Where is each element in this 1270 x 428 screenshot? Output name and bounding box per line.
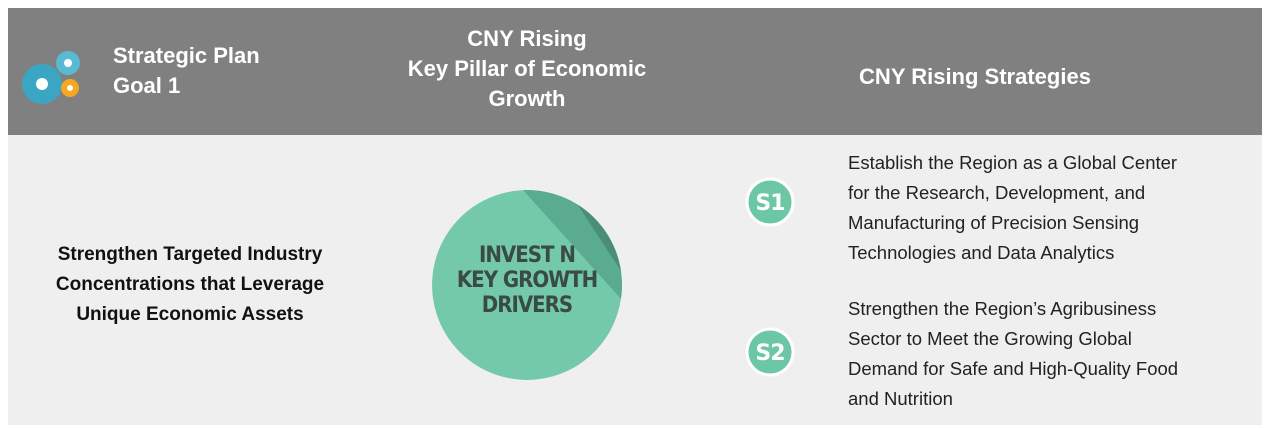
strategy-text: Demand for Safe and High-Quality Food xyxy=(848,358,1178,379)
pillar-text: INVEST N xyxy=(479,243,575,268)
strategy-text: Establish the Region as a Global Center xyxy=(848,152,1177,173)
strategy-text: and Nutrition xyxy=(848,388,953,409)
strategy-text: Strengthen the Region’s Agribusiness xyxy=(848,298,1156,319)
goal-label: Strategic Plan xyxy=(113,43,260,68)
pillar-label: Growth xyxy=(489,86,566,111)
pillar-label: CNY Rising xyxy=(467,26,586,51)
badge-label: S1 xyxy=(755,191,784,216)
badge-label: S2 xyxy=(755,341,784,366)
gear-icon xyxy=(22,51,80,104)
goal-text: Concentrations that Leverage xyxy=(56,274,324,295)
strategy-text: for the Research, Development, and xyxy=(848,182,1145,203)
goal-text: Strengthen Targeted Industry xyxy=(58,244,323,265)
badge xyxy=(745,177,795,227)
badge xyxy=(745,327,795,377)
pillar-text: DRIVERS xyxy=(482,293,572,318)
strategy-text: Sector to Meet the Growing Global xyxy=(848,328,1132,349)
strategy-text: Manufacturing of Precision Sensing xyxy=(848,212,1139,233)
pillar-text: KEY GROWTH xyxy=(457,268,597,293)
strategy-text: Technologies and Data Analytics xyxy=(848,242,1114,263)
pillar-label: Key Pillar of Economic xyxy=(408,56,646,81)
body-band xyxy=(8,135,1262,425)
header-band xyxy=(8,8,1262,135)
goal-label: Goal 1 xyxy=(113,73,180,98)
goal-text: Unique Economic Assets xyxy=(76,304,303,325)
strategies-label: CNY Rising Strategies xyxy=(859,64,1091,89)
